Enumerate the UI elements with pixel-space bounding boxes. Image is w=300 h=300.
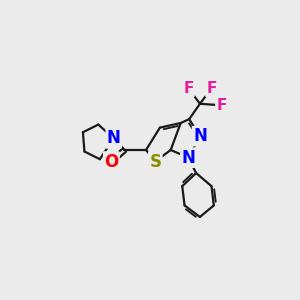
Text: S: S: [149, 152, 161, 170]
Text: N: N: [107, 129, 121, 147]
Text: N: N: [193, 127, 207, 145]
Text: F: F: [183, 81, 194, 96]
Text: O: O: [104, 152, 118, 170]
Text: N: N: [182, 149, 195, 167]
Text: F: F: [206, 81, 217, 96]
Text: F: F: [216, 98, 227, 113]
